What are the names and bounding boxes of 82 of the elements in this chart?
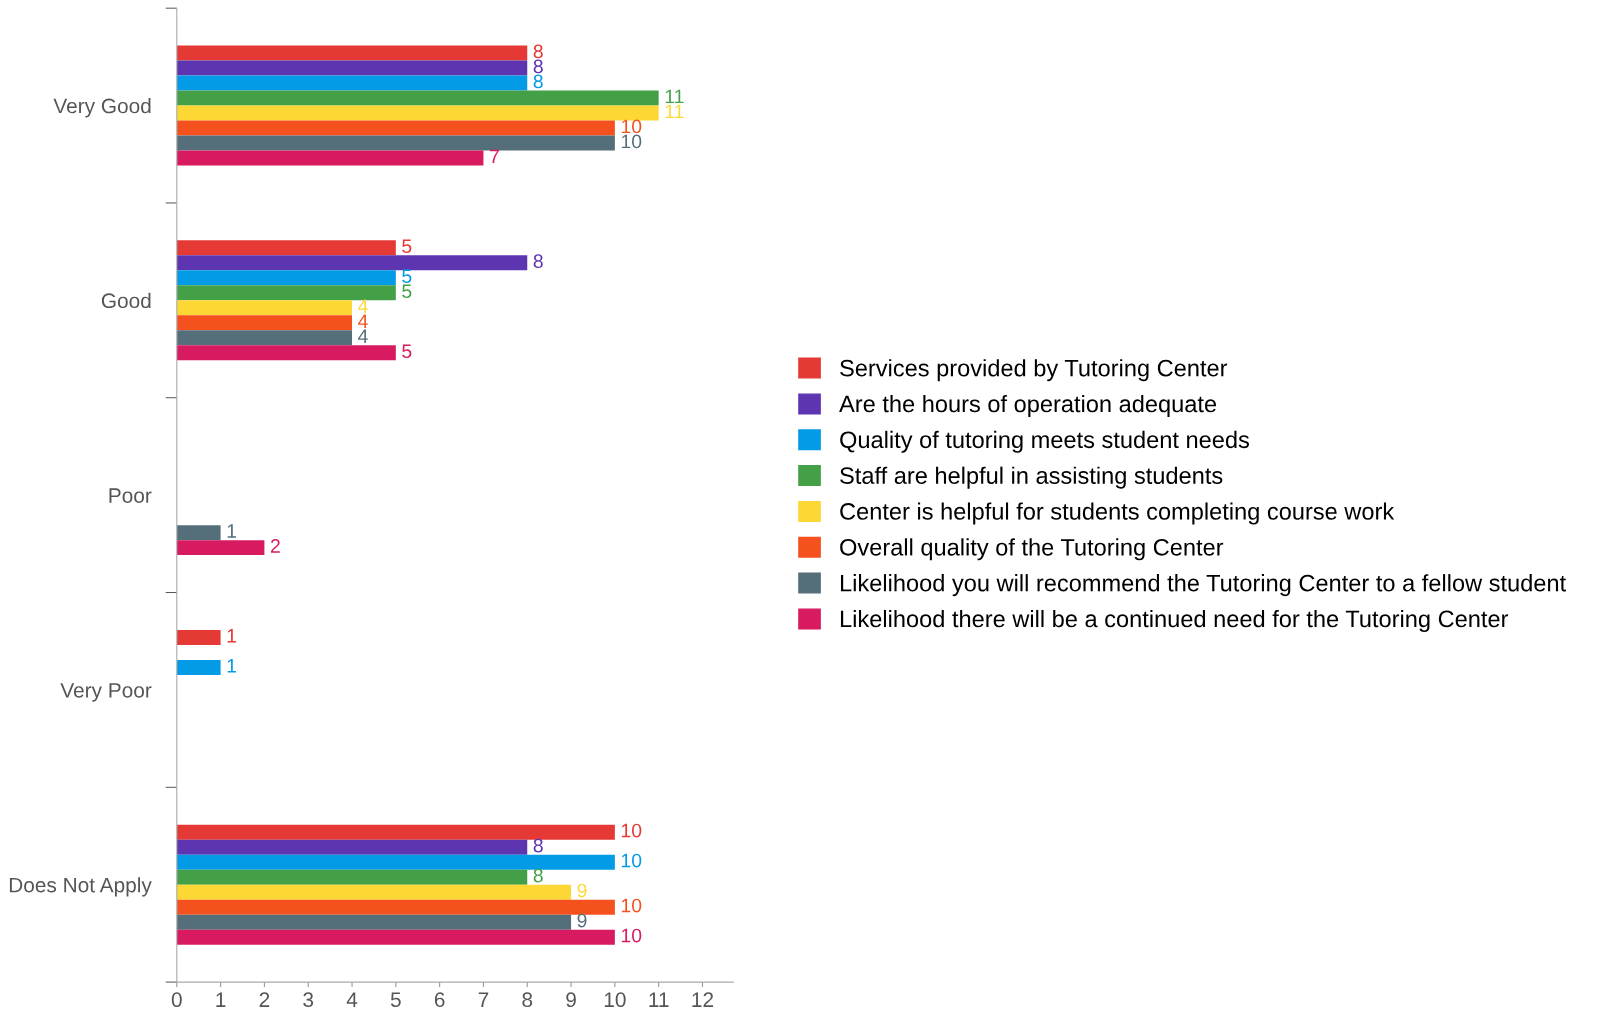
- data-label: 4: [358, 314, 368, 328]
- bar: [176, 869, 528, 885]
- data-label: 11: [665, 89, 684, 104]
- bar: [176, 629, 221, 645]
- data-label: 8: [533, 868, 543, 883]
- bar: [176, 60, 528, 76]
- data-label: 1: [227, 659, 237, 673]
- x-tick-label: 11: [649, 992, 669, 1007]
- data-label: 4: [358, 299, 368, 313]
- x-tick-label: 1: [216, 992, 226, 1007]
- bar: [176, 45, 528, 61]
- data-label: 1: [227, 629, 237, 643]
- bar: [176, 540, 265, 556]
- x-tick-label: 4: [346, 992, 358, 1007]
- bar: [176, 75, 528, 91]
- data-label: 10: [621, 119, 642, 134]
- data-label: 11: [665, 104, 684, 119]
- legend-label: Quality of tutoring meets student needs: [840, 430, 1249, 453]
- data-label: 7: [490, 149, 499, 164]
- bar: [176, 315, 353, 331]
- bar: [176, 884, 572, 900]
- data-label: 1: [227, 524, 237, 538]
- data-label: 5: [402, 269, 412, 284]
- bar: [176, 330, 353, 346]
- bar: [176, 285, 396, 301]
- data-label: 2: [270, 539, 280, 553]
- legend-label: Staff are helpful in assisting students: [840, 466, 1223, 489]
- bar: [176, 525, 221, 541]
- bar: [176, 929, 615, 945]
- bar: [176, 90, 659, 106]
- bar: [176, 105, 659, 121]
- bar: [176, 120, 615, 136]
- legend-label: Likelihood you will recommend the Tutoring Center to a fellow student: [840, 574, 1566, 597]
- data-label: 8: [533, 59, 543, 74]
- bar: [176, 659, 221, 675]
- data-label: 10: [621, 134, 642, 149]
- data-label: 5: [402, 344, 412, 359]
- data-label: 10: [621, 823, 642, 838]
- y-tick-label: Very Poor: [60, 683, 152, 702]
- data-label: 10: [621, 928, 642, 943]
- bar: [176, 240, 396, 256]
- legend-label: Overall quality of the Tutoring Center: [840, 538, 1224, 561]
- x-tick-label: 0: [171, 992, 182, 1008]
- y-tick-label: Very Good: [53, 98, 151, 118]
- x-tick-label: 7: [478, 992, 489, 1007]
- bar: [176, 824, 615, 840]
- legend-label: Likelihood there will be a continued need for the Tutoring Center: [840, 609, 1509, 632]
- legend-label: Services provided by Tutoring Center: [840, 359, 1228, 382]
- data-label: 9: [577, 883, 587, 898]
- legend-label: Are the hours of operation adequate: [839, 394, 1217, 417]
- bar: [176, 914, 572, 930]
- data-label: 10: [621, 853, 642, 868]
- x-tick-label: 12: [692, 992, 714, 1007]
- legend-label: Center is helpful for students completing course work: [840, 502, 1395, 525]
- data-label: 10: [621, 898, 642, 913]
- x-tick-label: 6: [434, 992, 445, 1008]
- x-tick-label: 3: [303, 992, 314, 1008]
- bar: [176, 345, 396, 361]
- bar: [176, 270, 396, 286]
- data-label: 4: [358, 329, 368, 343]
- x-tick-label: 8: [522, 992, 533, 1008]
- bar: [176, 255, 528, 271]
- bar: [176, 899, 615, 915]
- data-label: 9: [577, 913, 587, 928]
- x-tick-label: 9: [566, 992, 576, 1008]
- bar: [176, 300, 353, 316]
- y-tick-label: Good: [101, 292, 151, 309]
- y-tick-label: Does Not Apply: [9, 877, 152, 897]
- bar: [176, 854, 615, 870]
- data-label: 8: [533, 44, 543, 59]
- data-label: 8: [533, 254, 543, 269]
- y-tick-label: Poor: [109, 488, 152, 503]
- bar: [176, 839, 528, 855]
- x-tick-label: 10: [604, 992, 626, 1008]
- data-label: 8: [533, 838, 543, 853]
- data-label: 8: [533, 74, 543, 89]
- x-tick-label: 2: [259, 992, 270, 1007]
- bar: [176, 150, 484, 166]
- x-tick-label: 5: [390, 992, 401, 1008]
- data-label: 5: [402, 284, 412, 299]
- bar: [176, 135, 615, 151]
- data-label: 5: [402, 239, 412, 254]
